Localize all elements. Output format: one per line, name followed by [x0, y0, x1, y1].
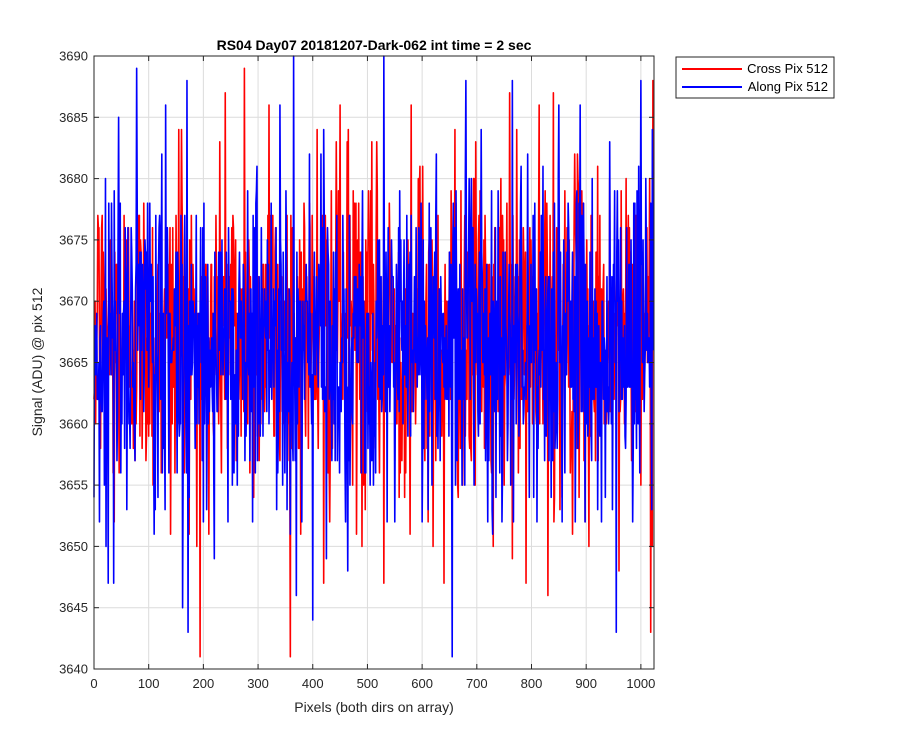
legend-label-cross: Cross Pix 512 — [747, 61, 828, 76]
x-tick-label: 300 — [247, 676, 269, 691]
x-tick-label: 500 — [357, 676, 379, 691]
x-axis-label: Pixels (both dirs on array) — [294, 699, 454, 715]
legend-box — [675, 56, 835, 99]
series-line-along-pix-512 — [93, 55, 655, 658]
y-tick-label: 3655 — [59, 478, 88, 493]
y-tick-label: 3650 — [59, 539, 88, 554]
legend-label-along: Along Pix 512 — [748, 79, 828, 94]
y-tick-label: 3675 — [59, 232, 88, 247]
y-tick-label: 3685 — [59, 110, 88, 125]
x-tick-label: 600 — [411, 676, 433, 691]
y-tick-label: 3645 — [59, 600, 88, 615]
x-tick-label: 1000 — [626, 676, 655, 691]
x-tick-label: 400 — [302, 676, 324, 691]
x-tick-label: 0 — [90, 676, 97, 691]
y-tick-label: 3665 — [59, 355, 88, 370]
y-tick-label: 3680 — [59, 171, 88, 186]
x-tick-label: 900 — [575, 676, 597, 691]
y-tick-label: 3690 — [59, 49, 88, 64]
y-axis-label: Signal (ADU) @ pix 512 — [29, 287, 45, 436]
y-tick-label: 3670 — [59, 294, 88, 309]
axis-ticks: 0 100 200 300 400 500 600 700 800 900 1000 3640 3645… — [59, 49, 655, 692]
x-tick-label: 700 — [466, 676, 488, 691]
x-tick-label: 100 — [138, 676, 160, 691]
y-tick-label: 3660 — [59, 416, 88, 431]
y-tick-label: 3640 — [59, 662, 88, 677]
data-series-layer — [93, 55, 655, 658]
x-tick-label: 800 — [521, 676, 543, 691]
legend[interactable]: Cross Pix 512 Along Pix 512 — [675, 56, 835, 99]
chart-title: RS04 Day07 20181207-Dark-062 int time = … — [217, 37, 532, 53]
x-tick-label: 200 — [193, 676, 215, 691]
